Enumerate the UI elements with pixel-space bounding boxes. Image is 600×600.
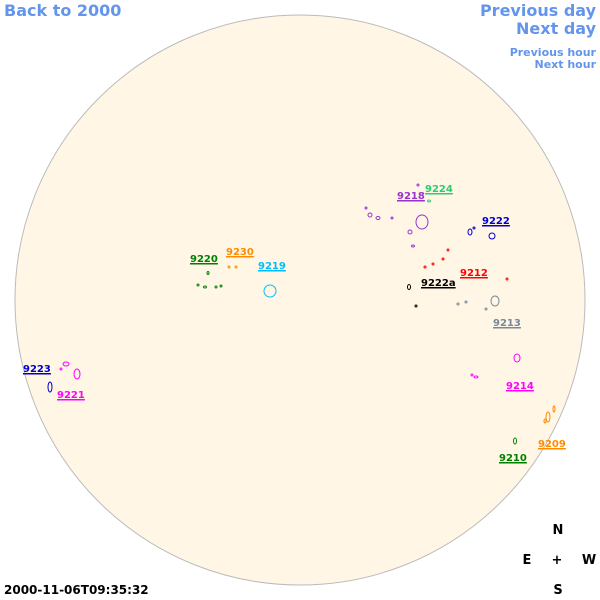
- sunspot-contour: [441, 257, 445, 261]
- sunspot-contour: [62, 361, 70, 367]
- sunspot-contour: [234, 265, 238, 269]
- sunspot-contour: [505, 277, 509, 281]
- sunspot-contour: [214, 285, 218, 289]
- sunspot-contour: [427, 199, 431, 203]
- sunspot-contour: [407, 229, 413, 235]
- sunspot-contour: [472, 226, 476, 230]
- compass-west: W: [582, 553, 596, 568]
- compass-east: E: [523, 553, 532, 568]
- sunspot-contour: [552, 405, 556, 413]
- compass-center: +: [552, 553, 563, 568]
- sunspot-contour: [490, 295, 500, 307]
- sunspot-contour: [414, 304, 418, 308]
- sunspot-contour: [415, 214, 429, 230]
- previous-hour-link[interactable]: Previous hour: [510, 46, 597, 59]
- sunspot-contour: [375, 216, 381, 220]
- sunspot-contour: [488, 232, 496, 240]
- sunspot-contour: [456, 302, 460, 306]
- sunspot-contour: [484, 307, 488, 311]
- region-label: 9224: [425, 184, 453, 195]
- solar-disk: [14, 14, 586, 586]
- sunspot-contour: [411, 244, 415, 248]
- region-label: 9230: [226, 247, 254, 258]
- sunspot-contour: [364, 206, 368, 210]
- sunspot-contour: [203, 285, 207, 289]
- sunspot-contour: [227, 265, 231, 269]
- sunspot-contour: [464, 300, 468, 304]
- region-label: 9222: [482, 216, 510, 227]
- sunspot-contour: [423, 265, 427, 269]
- sunspot-contour: [416, 183, 420, 187]
- sunspot-contour: [390, 216, 394, 220]
- region-label: 9223: [23, 364, 51, 375]
- region-label: 9212: [460, 268, 488, 279]
- compass-north: N: [553, 523, 564, 538]
- region-label: 9222a: [421, 278, 456, 289]
- sunspot-contour: [545, 411, 551, 423]
- sunspot-contour: [367, 212, 373, 218]
- back-link[interactable]: Back to 2000: [4, 1, 121, 20]
- region-label: 9220: [190, 254, 218, 265]
- next-day-link[interactable]: Next day: [516, 19, 597, 38]
- sunspot-contour: [206, 271, 210, 275]
- sunspot-contour: [431, 262, 435, 266]
- sunspot-contour: [47, 381, 53, 393]
- region-label: 9218: [397, 191, 425, 202]
- region-label: 9210: [499, 453, 527, 464]
- sunspot-contour: [407, 284, 411, 290]
- sunspot-contour: [59, 367, 63, 371]
- sunspot-contour: [513, 353, 521, 363]
- previous-day-link[interactable]: Previous day: [480, 1, 597, 20]
- sunspot-contour: [470, 373, 474, 377]
- timestamp: 2000-11-06T09:35:32: [4, 583, 149, 597]
- region-label: 9214: [506, 381, 534, 392]
- sunspot-contour: [473, 375, 479, 379]
- sunspot-contour: [446, 248, 450, 252]
- region-label: 9209: [538, 439, 566, 450]
- sunspot-contour: [513, 437, 517, 445]
- sunspot-contour: [196, 283, 200, 287]
- sunspot-contour: [467, 228, 473, 236]
- region-label: 9219: [258, 261, 286, 272]
- next-hour-link[interactable]: Next hour: [535, 58, 597, 71]
- sunspot-contour: [73, 368, 81, 380]
- sunspot-contour: [543, 418, 547, 424]
- region-label: 9213: [493, 318, 521, 329]
- sunspot-contour: [219, 284, 223, 288]
- compass-south: S: [553, 583, 562, 598]
- region-label: 9221: [57, 390, 85, 401]
- sunspot-contour: [263, 284, 277, 298]
